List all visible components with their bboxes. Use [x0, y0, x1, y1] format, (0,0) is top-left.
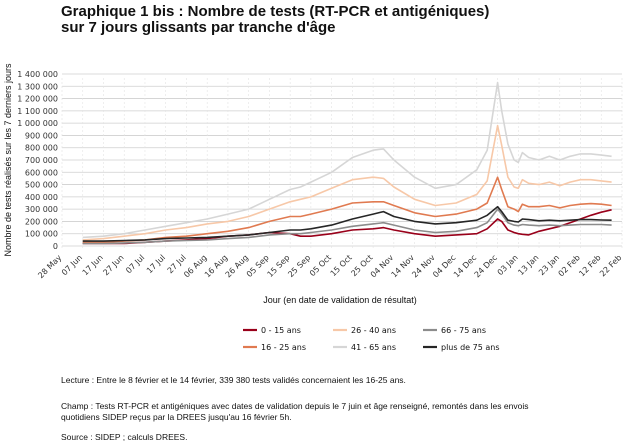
x-tick-label: 03 Jan — [496, 253, 520, 277]
x-tick-label: 24 Dec — [473, 253, 499, 279]
champ-line-1: Champ : Tests RT-PCR et antigéniques ave… — [61, 401, 529, 411]
y-tick-label: 300 000 — [25, 205, 58, 214]
x-tick-label: 07 Jul — [124, 253, 146, 275]
series-lines — [82, 81, 612, 245]
y-tick-label: 100 000 — [25, 230, 58, 239]
x-tick-label: 05 Oct — [308, 253, 333, 278]
series-line-26-40-ans — [82, 124, 612, 241]
y-tick-label: 200 000 — [25, 217, 58, 226]
y-tick-label: 1 400 000 — [17, 70, 58, 79]
y-tick-label: 900 000 — [25, 131, 58, 140]
legend-label: plus de 75 ans — [441, 343, 500, 352]
x-tick-label: 17 Jul — [145, 253, 167, 275]
legend-label: 66 - 75 ans — [441, 326, 486, 335]
x-tick-label: 26 Aug — [224, 253, 250, 279]
y-tick-label: 600 000 — [25, 168, 58, 177]
legend-label: 26 - 40 ans — [351, 326, 396, 335]
title-line-1: Graphique 1 bis : Nombre de tests (RT-PC… — [61, 3, 490, 20]
x-tick-label: 27 Jun — [101, 253, 125, 277]
x-tick-label: 17 Jun — [81, 253, 105, 277]
x-tick-label: 25 Sep — [286, 253, 312, 279]
series-line-plus-de-75-ans — [82, 205, 612, 242]
series-line-41-65-ans — [82, 81, 612, 239]
champ-note: Champ : Tests RT-PCR et antigéniques ave… — [61, 401, 621, 423]
series-line-0-15-ans — [82, 209, 612, 245]
y-tick-label: 1 000 000 — [17, 119, 58, 128]
y-gridlines — [62, 73, 622, 247]
legend-label: 16 - 25 ans — [261, 343, 306, 352]
y-axis-ticks: 0 100 000 200 000 300 000 400 000 500 000 600 … — [17, 70, 58, 251]
chart-title: Graphique 1 bis : Nombre de tests (RT-PC… — [61, 4, 489, 36]
y-axis-label: Nombre de tests réalisés sur les 7 derni… — [3, 63, 13, 257]
title-line-2: sur 7 jours glissants par tranche d'âge — [61, 19, 336, 36]
x-gridlines — [61, 78, 623, 250]
y-tick-label: 0 — [53, 242, 58, 251]
y-tick-label: 1 200 000 — [17, 95, 58, 104]
y-tick-label: 500 000 — [25, 181, 58, 190]
y-tick-label: 1 300 000 — [17, 82, 58, 91]
legend: 0 - 15 ans 16 - 25 ans 26 - 40 ans 41 - 65 … — [243, 326, 500, 352]
x-tick-label: 28 May — [36, 253, 63, 280]
x-tick-label: 12 Feb — [577, 253, 602, 278]
y-tick-label: 800 000 — [25, 144, 58, 153]
x-tick-label: 13 Jan — [516, 253, 540, 277]
series-line-16-25-ans — [82, 176, 612, 244]
lecture-note: Lecture : Entre le 8 février et le 14 fé… — [61, 375, 406, 385]
x-axis-label: Jour (en date de validation de résultat) — [263, 295, 417, 305]
source-note: Source : SIDEP ; calculs DREES. — [61, 432, 188, 442]
series-line-66-75-ans — [82, 208, 612, 245]
legend-label: 41 - 65 ans — [351, 343, 396, 352]
legend-label: 0 - 15 ans — [261, 326, 301, 335]
x-tick-label: 02 Feb — [557, 253, 582, 278]
x-tick-label: 07 Jun — [60, 253, 84, 277]
champ-line-2: quotidiens SIDEP reçus par la DREES jusq… — [61, 412, 292, 422]
x-tick-label: 22 Feb — [598, 253, 623, 278]
y-tick-label: 1 100 000 — [17, 107, 58, 116]
x-tick-label: 15 Oct — [329, 253, 354, 278]
y-tick-label: 700 000 — [25, 156, 58, 165]
y-tick-label: 400 000 — [25, 193, 58, 202]
